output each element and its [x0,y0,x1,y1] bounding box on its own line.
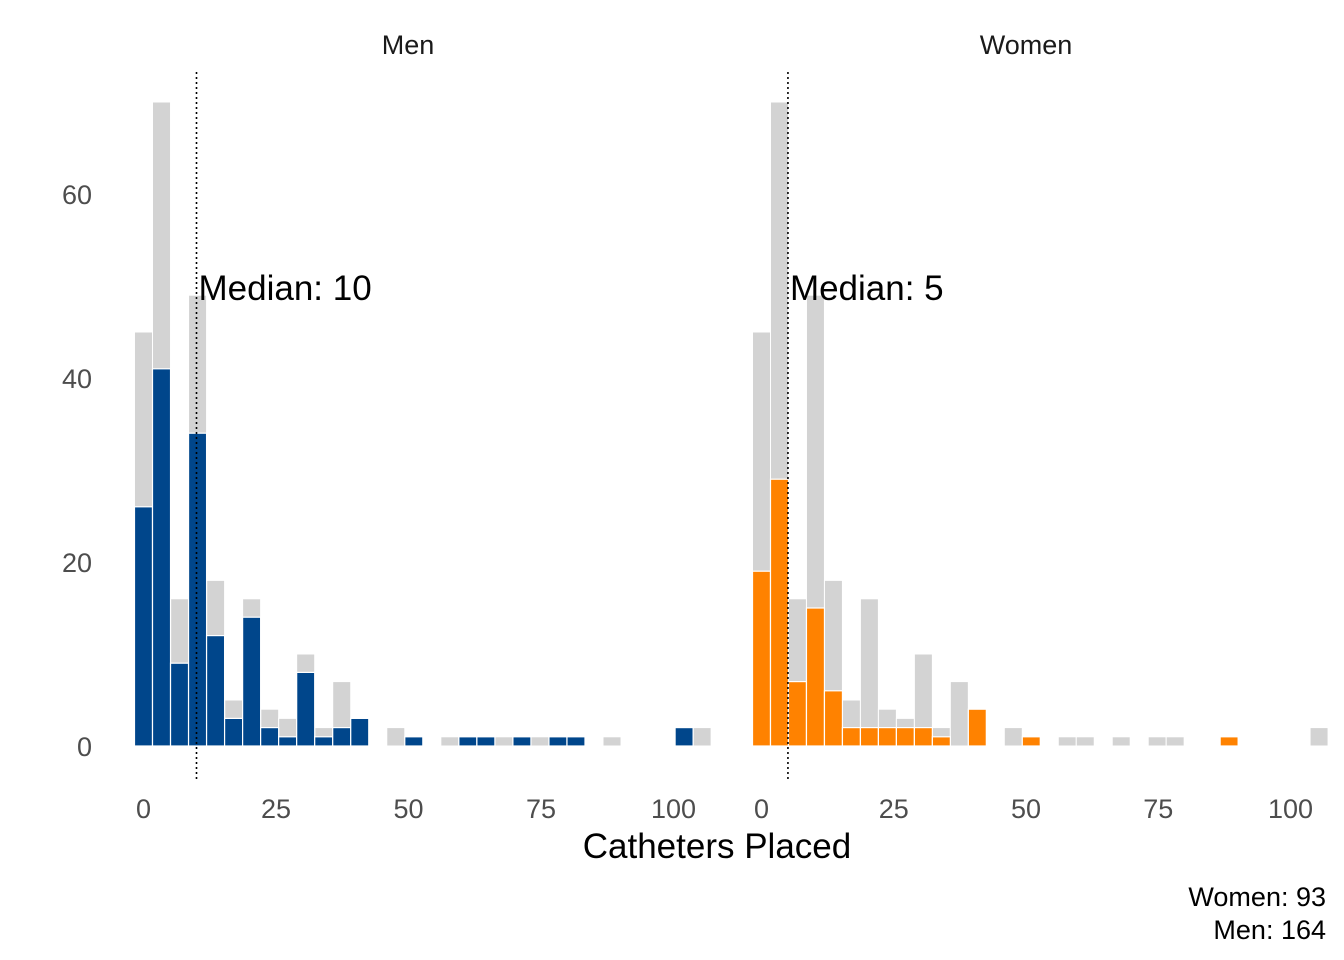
histogram-bar [931,736,951,747]
histogram-bar [296,671,316,747]
histogram-bar [169,662,190,747]
histogram-bar [787,680,808,747]
background-bar [1057,736,1077,747]
background-bar [692,727,712,747]
histogram-bar [512,736,532,747]
histogram-bar [260,726,280,747]
histogram-bar [314,736,334,747]
histogram-bar [404,736,424,747]
histogram-bar [913,726,933,747]
histogram-bar [566,736,586,747]
background-bar [602,736,622,747]
background-bar [1075,736,1095,747]
histogram-bar [895,726,915,747]
histogram-bar [151,368,172,747]
histogram-bar [751,570,772,747]
histogram-bar [242,616,262,747]
histogram-bar [769,478,790,747]
x-tick-label: 50 [393,794,423,824]
x-tick-label: 25 [261,794,291,824]
background-bar [859,598,879,747]
background-bar [386,727,406,747]
background-bar [1147,736,1167,747]
histogram-bar [805,607,826,747]
median-label: Median: 10 [199,269,372,308]
background-bar [440,736,460,747]
background-bar [1165,736,1185,747]
histogram-bar [133,506,154,747]
x-tick-label: 50 [1011,794,1041,824]
histogram-bar [476,736,496,747]
histogram-bar [1021,736,1041,747]
x-tick-label: 75 [1143,794,1173,824]
panel-women: Women Median: 5 [751,30,1329,780]
histogram-bar [350,717,370,747]
histogram-bar [967,708,987,747]
median-label: Median: 5 [790,269,944,308]
background-bar [1111,736,1131,747]
caption-women-count: Women: 93 [1188,882,1326,912]
histogram-bar [859,726,880,747]
background-bar [494,736,514,747]
x-axis: 0 25 50 75 100 0 25 50 75 100 [136,794,1313,824]
y-axis: 0 20 40 60 [62,180,92,762]
x-tick-label: 100 [651,794,696,824]
histogram-bar [205,634,226,747]
histogram-bar [458,736,478,747]
strip-label-men: Men [382,30,435,60]
caption-men-count: Men: 164 [1213,915,1326,945]
histogram-bar [841,726,862,747]
background-bar [530,736,550,747]
histogram-bar [223,717,244,747]
histogram-bar [877,726,897,747]
x-axis-title: Catheters Placed [583,827,851,866]
y-tick-label: 60 [62,180,92,210]
y-tick-label: 40 [62,364,92,394]
y-tick-label: 0 [77,732,92,762]
x-tick-label: 75 [526,794,556,824]
histogram-bar [674,726,694,747]
background-bar [1309,727,1329,747]
histogram-bar [187,432,208,747]
histogram-bar [278,736,298,747]
x-tick-label: 0 [754,794,769,824]
histogram-bar [823,690,844,747]
strip-label-women: Women [980,30,1073,60]
histogram-bar [332,726,352,747]
x-tick-label: 0 [136,794,151,824]
histogram-bar [548,736,568,747]
background-bar [1003,727,1023,747]
background-bar [949,681,969,747]
histogram-bar [1219,736,1239,747]
y-tick-label: 20 [62,548,92,578]
x-tick-label: 25 [879,794,909,824]
x-tick-label: 100 [1268,794,1313,824]
panel-men: Men Median: 10 [133,30,712,780]
